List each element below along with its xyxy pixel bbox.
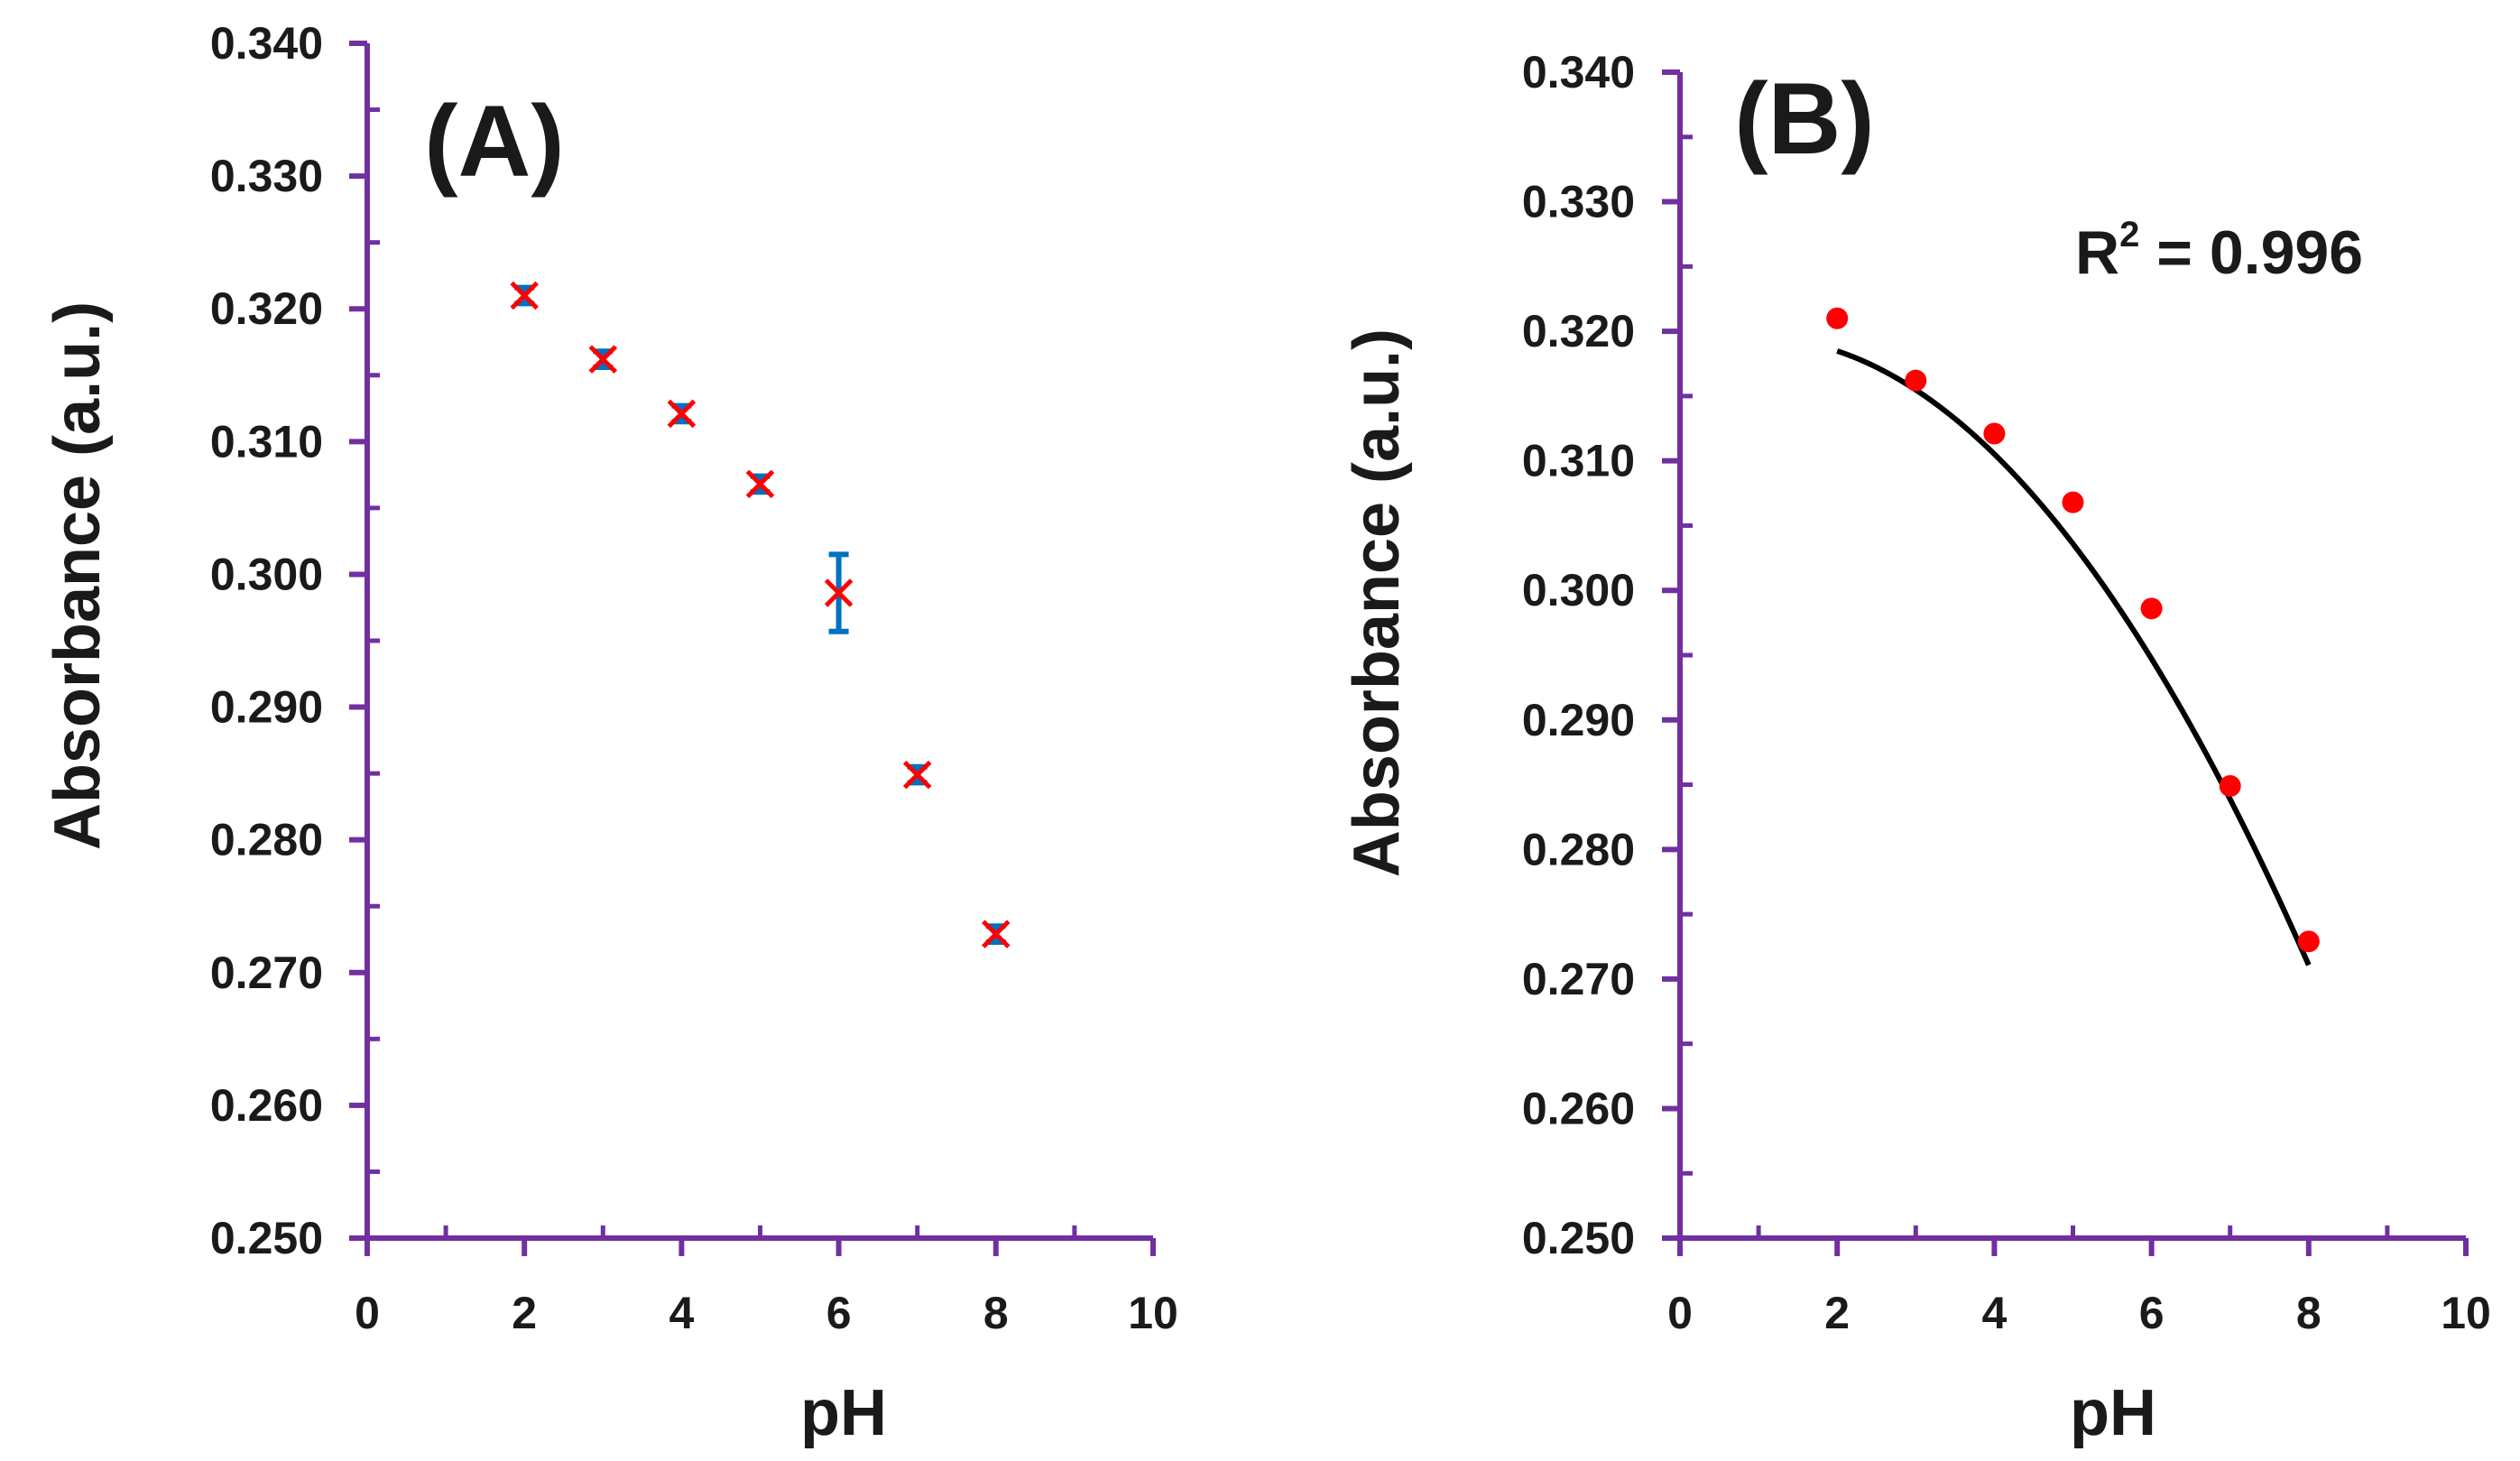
x-tick-label: 6 [826, 1288, 852, 1338]
data-point [1826, 307, 1849, 329]
panel-a-chart: 0.250 0.260 0.270 0.280 0.290 0.300 0.310 0.320… [42, 18, 1178, 1449]
r-squared-value: = 0.996 [2139, 218, 2363, 287]
y-tick-label: 0.320 [1522, 306, 1635, 356]
data-point [824, 578, 854, 607]
y-tick-label: 0.330 [1522, 177, 1635, 227]
data-point [2297, 930, 2320, 953]
y-tick-label: 0.290 [210, 682, 323, 733]
data-point-stroke [667, 399, 697, 429]
y-tick-label: 0.290 [1522, 695, 1635, 745]
y-tick-label: 0.260 [210, 1080, 323, 1131]
y-tick-label: 0.310 [1522, 436, 1635, 486]
data-point [1983, 422, 2006, 445]
x-axis-title: pH [2070, 1377, 2156, 1449]
x-tick-label: 8 [983, 1288, 1009, 1338]
data-point-stroke [588, 345, 618, 374]
x-tick-label: 4 [669, 1288, 694, 1338]
x-tick-label: 8 [2296, 1288, 2322, 1338]
y-tick-label: 0.250 [1522, 1213, 1635, 1263]
data-point [2140, 597, 2163, 620]
y-tick-label: 0.250 [210, 1213, 323, 1263]
r-squared-superscript: 2 [2119, 215, 2139, 254]
x-tick-label: 2 [1824, 1288, 1850, 1338]
y-tick-label: 0.270 [1522, 954, 1635, 1004]
y-tick-label: 0.260 [1522, 1083, 1635, 1133]
x-tick-label: 2 [512, 1288, 537, 1338]
y-tick-label: 0.280 [210, 815, 323, 865]
y-tick-label: 0.310 [210, 416, 323, 467]
y-axis-title: Absorbance (a.u.) [1341, 328, 1413, 877]
y-tick-label: 0.270 [210, 948, 323, 998]
x-tick-label: 10 [1128, 1288, 1178, 1338]
data-point [2062, 491, 2084, 513]
y-tick-label: 0.280 [1522, 824, 1635, 874]
data-point [1905, 369, 1927, 392]
data-point [510, 281, 539, 310]
data-point [2219, 774, 2241, 797]
data-point [745, 469, 775, 499]
y-tick-label: 0.320 [210, 283, 323, 334]
x-tick-label: 0 [1667, 1288, 1693, 1338]
x-tick-label: 4 [1981, 1288, 2007, 1338]
data-point-stroke [824, 578, 854, 607]
data-point-stroke [982, 920, 1011, 948]
data-point [982, 920, 1011, 948]
y-axis-title: Absorbance (a.u.) [42, 301, 114, 850]
panel-b-chart: 0.250 0.260 0.270 0.280 0.290 0.300 0.310 0.320… [1341, 47, 2491, 1449]
data-point-stroke [510, 281, 539, 310]
data-point [667, 399, 697, 429]
x-axis-title: pH [800, 1377, 887, 1449]
r-squared-label: R [2075, 218, 2119, 287]
r-squared-annotation: R2 = 0.996 [2075, 215, 2363, 287]
y-tick-label: 0.340 [210, 18, 323, 69]
data-point [902, 760, 932, 790]
x-tick-label: 0 [355, 1288, 380, 1338]
y-tick-label: 0.300 [1522, 565, 1635, 615]
data-point-stroke [745, 469, 775, 499]
x-tick-label: 6 [2139, 1288, 2165, 1338]
panel-label: (A) [424, 85, 564, 198]
y-tick-label: 0.340 [1522, 47, 1635, 97]
x-tick-label: 10 [2441, 1288, 2491, 1338]
data-point [588, 345, 618, 374]
data-point-stroke [902, 760, 932, 790]
y-tick-label: 0.300 [210, 549, 323, 599]
y-tick-label: 0.330 [210, 151, 323, 201]
panel-label: (B) [1734, 62, 1874, 175]
